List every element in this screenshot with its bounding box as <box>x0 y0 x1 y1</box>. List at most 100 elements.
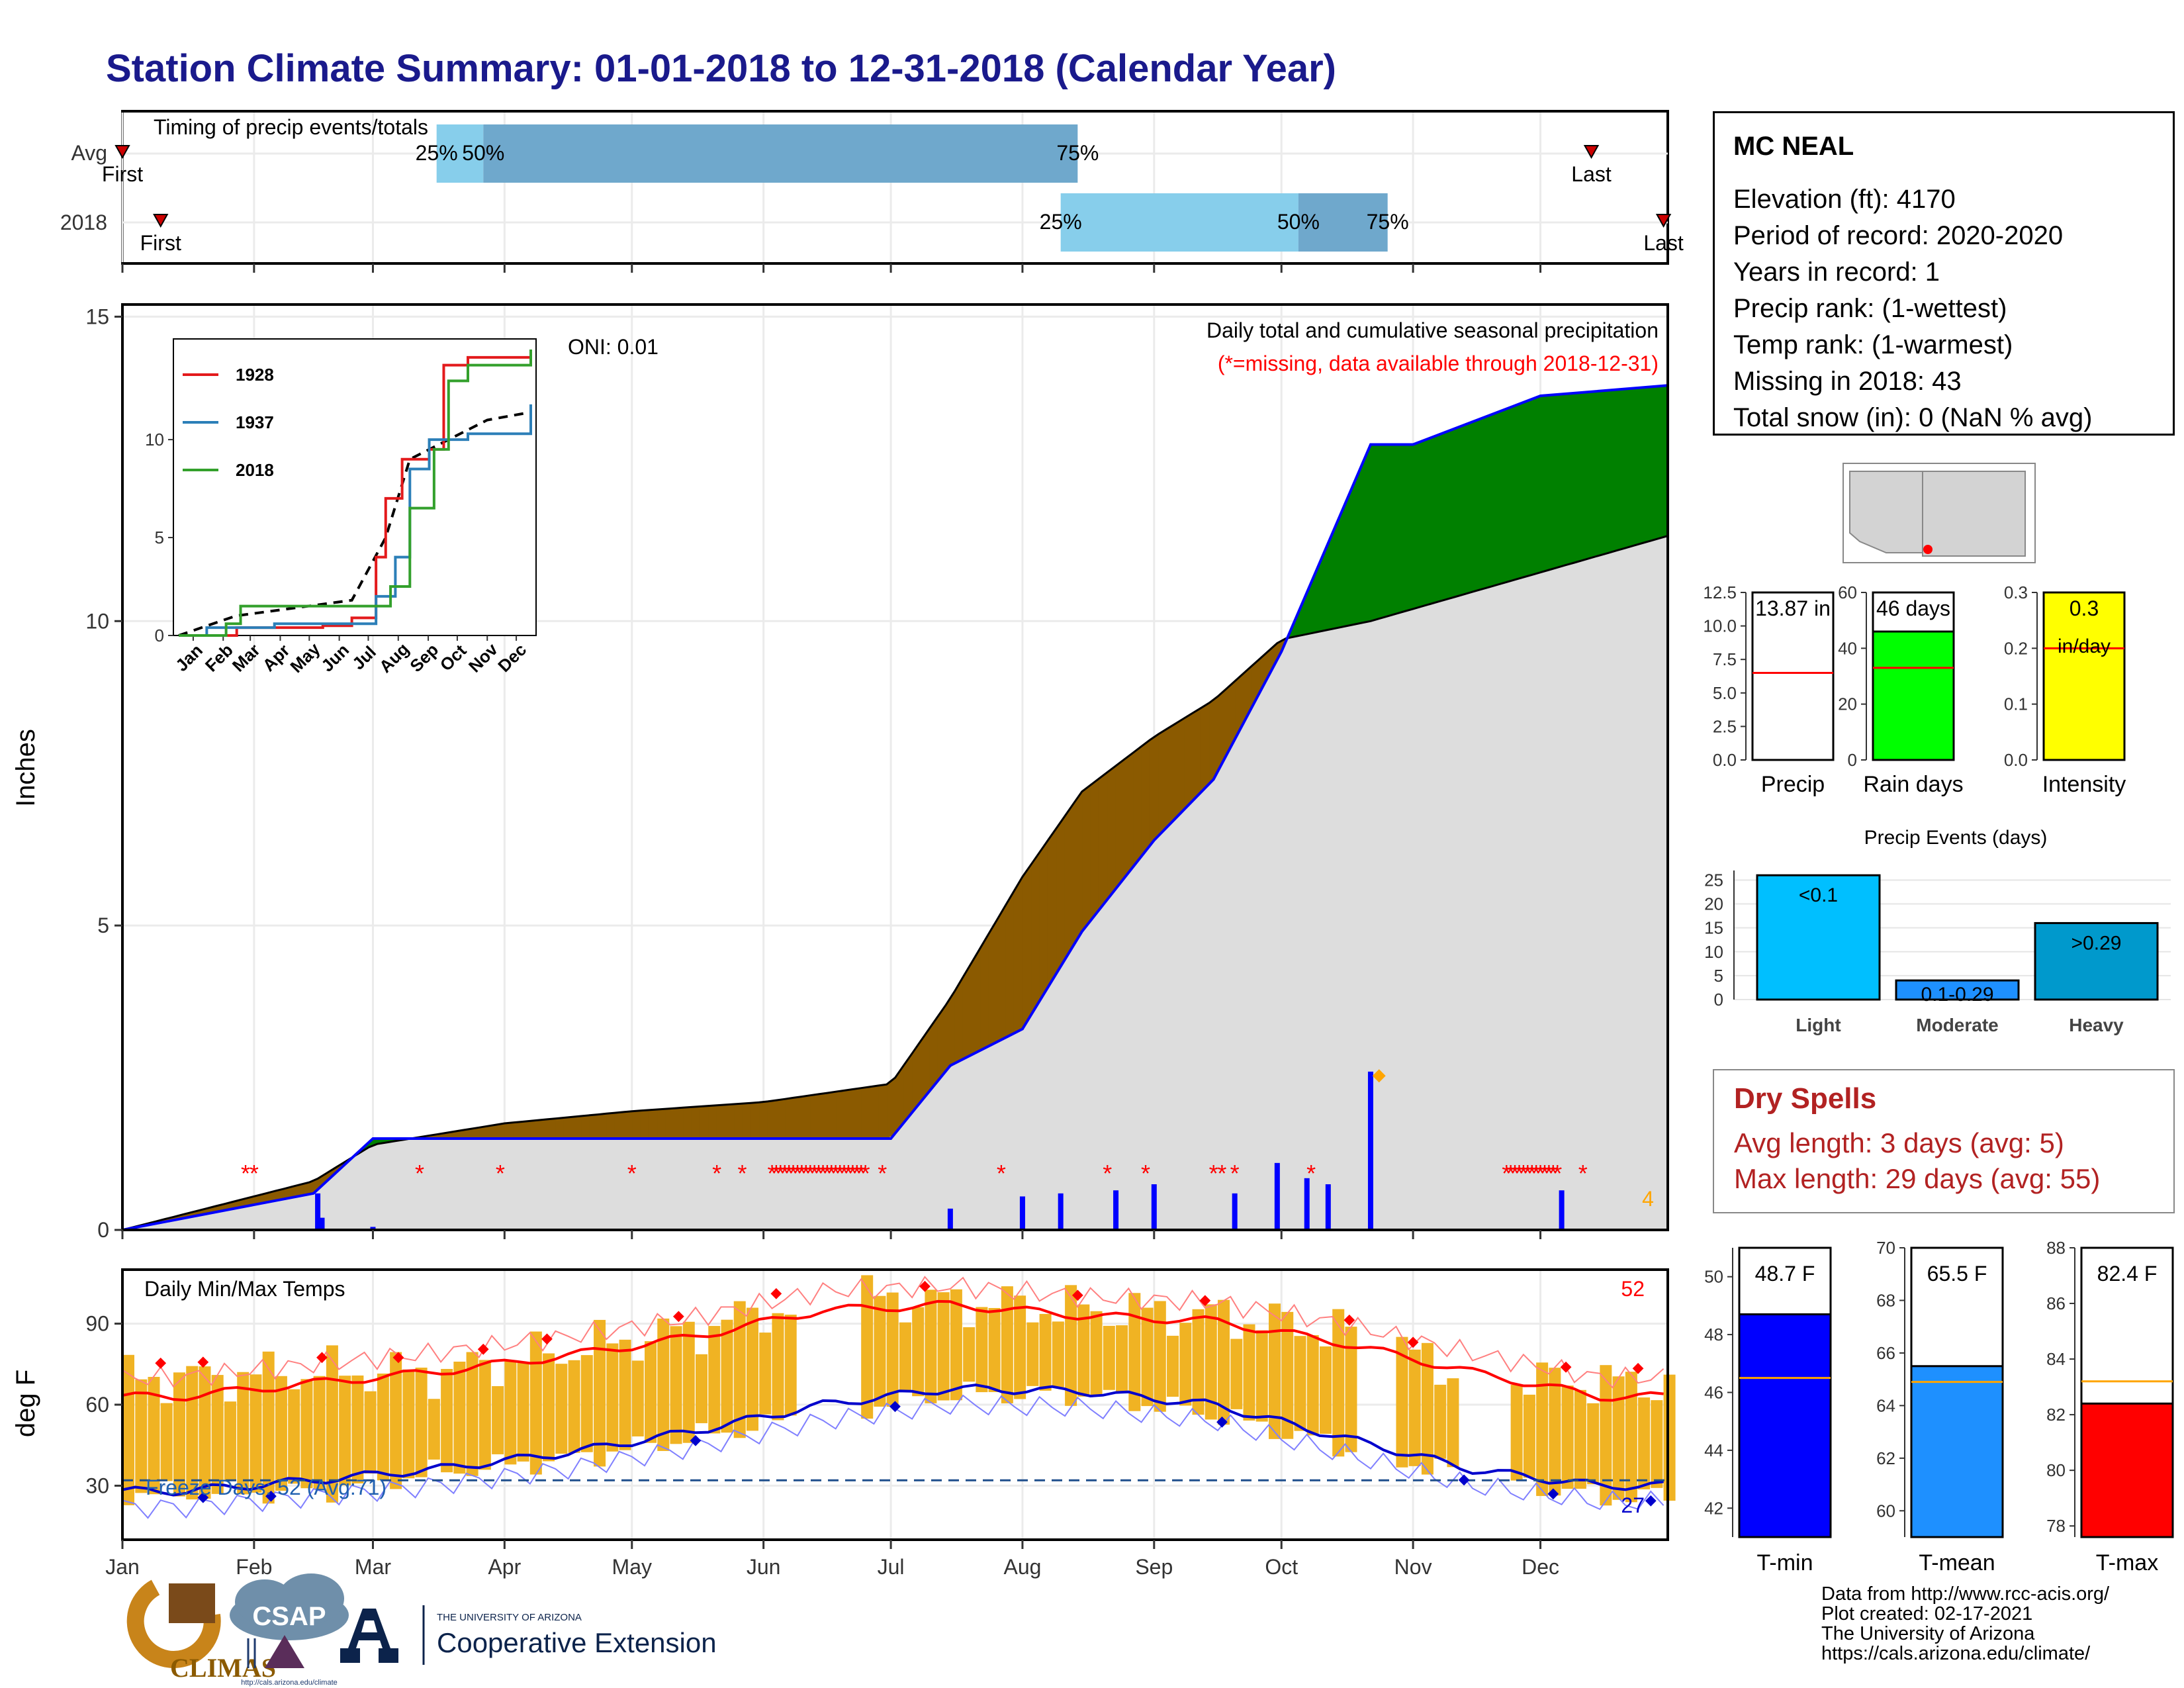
daily-temp-range-bar <box>631 1360 644 1436</box>
daily-temp-range-bar <box>262 1351 275 1504</box>
daily-temp-range-bar <box>1026 1322 1039 1386</box>
precip-deficit-segment <box>1073 790 1083 947</box>
record-min-line <box>122 1394 1664 1519</box>
precip-avg-line <box>122 535 1668 1231</box>
daily-temp-range-bar <box>1205 1304 1217 1420</box>
record-high-marker: ◆ <box>393 1348 404 1365</box>
avg-min-line <box>122 1383 1664 1497</box>
month-label-Apr: Apr <box>488 1555 521 1579</box>
precip-surplus-segment <box>1625 387 1635 549</box>
daily-precip-bar <box>1274 1162 1280 1230</box>
dry-spells-avg: Avg length: 3 days (avg: 5) <box>1734 1127 2064 1158</box>
daily-temp-range-bar <box>976 1307 988 1393</box>
daily-temp-range-bar <box>300 1379 313 1489</box>
timing-2018-first-label: First <box>140 231 181 255</box>
daily-temp-range-bar <box>1269 1303 1281 1439</box>
precip-surplus-segment <box>1582 391 1592 561</box>
precip-deficit-segment <box>1056 815 1066 975</box>
events-title: Precip Events (days) <box>1864 827 2048 849</box>
record-low-marker: ◆ <box>265 1487 277 1503</box>
precip-deficit-segment <box>852 1088 862 1139</box>
tmax-tick-label-1: 80 <box>2046 1460 2066 1480</box>
month-label-Oct: Oct <box>1265 1555 1298 1579</box>
inset-legend-label-1937: 1937 <box>236 412 274 432</box>
precip-surplus-segment <box>1387 444 1396 617</box>
precip-surplus-segment <box>1472 418 1482 592</box>
missing-day-marker: * <box>1536 1160 1545 1187</box>
missing-day-marker: * <box>767 1160 776 1187</box>
missing-day-marker: * <box>844 1160 853 1187</box>
precip-deficit-segment <box>793 1096 802 1139</box>
events-bar-label-0: <0.1 <box>1799 884 1838 906</box>
tmax-tick-label-5: 88 <box>2046 1238 2066 1258</box>
daily-precip-bar <box>1232 1193 1238 1230</box>
rain_days-tick-label-1: 20 <box>1838 694 1857 714</box>
footer-data-source: Data from http://www.rcc-acis.org/ <box>1821 1583 2110 1605</box>
precip-deficit-segment <box>988 918 997 1047</box>
oni-label: ONI: 0.01 <box>568 335 659 359</box>
precip-panel-title: Daily total and cumulative seasonal prec… <box>1206 318 1659 342</box>
daily-temp-range-bar <box>1638 1397 1651 1489</box>
daily-temp-range-bar <box>529 1331 542 1475</box>
tmean-summary-bar <box>1910 1365 2004 1538</box>
daily-temp-range-bar <box>1065 1285 1077 1406</box>
timing-row-avg-label: Avg <box>71 141 107 165</box>
precip-corner-value: 4 <box>1642 1187 1654 1211</box>
record-high-marker: ◆ <box>541 1329 553 1346</box>
precip-surplus-segment <box>1565 393 1575 566</box>
precip-deficit-segment <box>1039 839 1048 1003</box>
daily-temp-range-bar <box>339 1376 351 1485</box>
precip-surplus-segment <box>1353 464 1363 626</box>
daily-temp-range-bar <box>1612 1376 1625 1500</box>
precip-deficit-segment <box>512 1121 522 1139</box>
intensity-tick-label-2: 0.2 <box>2004 638 2028 658</box>
precip-deficit-segment <box>962 961 972 1060</box>
daily-temp-range-bar <box>1179 1323 1192 1406</box>
timing-2018-last-label: Last <box>1643 231 1684 255</box>
timing-avg-bar-25-50 <box>436 124 484 183</box>
precip-deficit-segment <box>818 1092 828 1139</box>
missing-day-marker: * <box>738 1160 747 1187</box>
missing-day-marker: * <box>797 1160 806 1187</box>
precip-tick-label-3: 7.5 <box>1713 649 1737 669</box>
rain_days-summary-bar <box>1872 630 1955 761</box>
daily-temp-range-bar <box>1116 1325 1128 1393</box>
timing-avg-first-label: First <box>102 162 143 186</box>
precip-y-tick-label-0: 0 <box>97 1218 109 1242</box>
daily-temp-range-bar <box>874 1295 886 1407</box>
hot-days-count: 52 <box>1621 1277 1645 1301</box>
tmax-summary-bar <box>2080 1402 2174 1538</box>
record-low-marker: ◆ <box>1216 1413 1228 1429</box>
station-period: Period of record: 2020-2020 <box>1733 221 2064 250</box>
timing-2018-first-marker-icon <box>153 214 169 228</box>
month-label-Sep: Sep <box>1135 1555 1173 1579</box>
footer-university: The University of Arizona <box>1821 1623 2035 1644</box>
precip-normal-area <box>122 536 1668 1230</box>
intensity-summary-bar <box>2042 591 2126 761</box>
inset-chart: 0510JanFebMarAprMayJunJulAugSepOctNovDec… <box>145 338 537 677</box>
events-bar-label-1: 0.1-0.29 <box>1921 984 1993 1006</box>
daily-temp-range-bar <box>275 1376 287 1491</box>
inset-y-tick-label-0: 0 <box>155 626 164 645</box>
daily-temp-range-bar <box>899 1322 911 1391</box>
month-label-Feb: Feb <box>236 1555 272 1579</box>
missing-day-marker: * <box>1502 1160 1511 1187</box>
precip-deficit-segment <box>572 1115 582 1139</box>
daily-temp-range-bar <box>1001 1286 1013 1403</box>
timing-2018-p50-label: 50% <box>1277 210 1320 234</box>
daily-temp-range-bar <box>555 1364 568 1454</box>
precip-surplus-segment <box>1557 393 1567 568</box>
tmin-tick-label-4: 50 <box>1704 1267 1723 1287</box>
precip-y-tick-label-2: 10 <box>85 609 109 633</box>
precip-surplus-segment <box>1633 387 1643 546</box>
daily-precip-bar <box>1559 1190 1565 1230</box>
missing-day-marker: * <box>496 1160 505 1187</box>
precip-surplus-segment <box>1616 388 1626 551</box>
daily-temp-range-bar <box>173 1372 185 1497</box>
missing-day-marker: * <box>1540 1160 1549 1187</box>
daily-temp-range-bar <box>250 1374 262 1493</box>
precip-panel-subtitle: (*=missing, data available through 2018-… <box>1218 352 1659 375</box>
timing-avg-last-label: Last <box>1571 162 1612 186</box>
page-title: Station Climate Summary: 01-01-2018 to 1… <box>106 47 1336 90</box>
daily-temp-range-bar <box>950 1289 962 1401</box>
